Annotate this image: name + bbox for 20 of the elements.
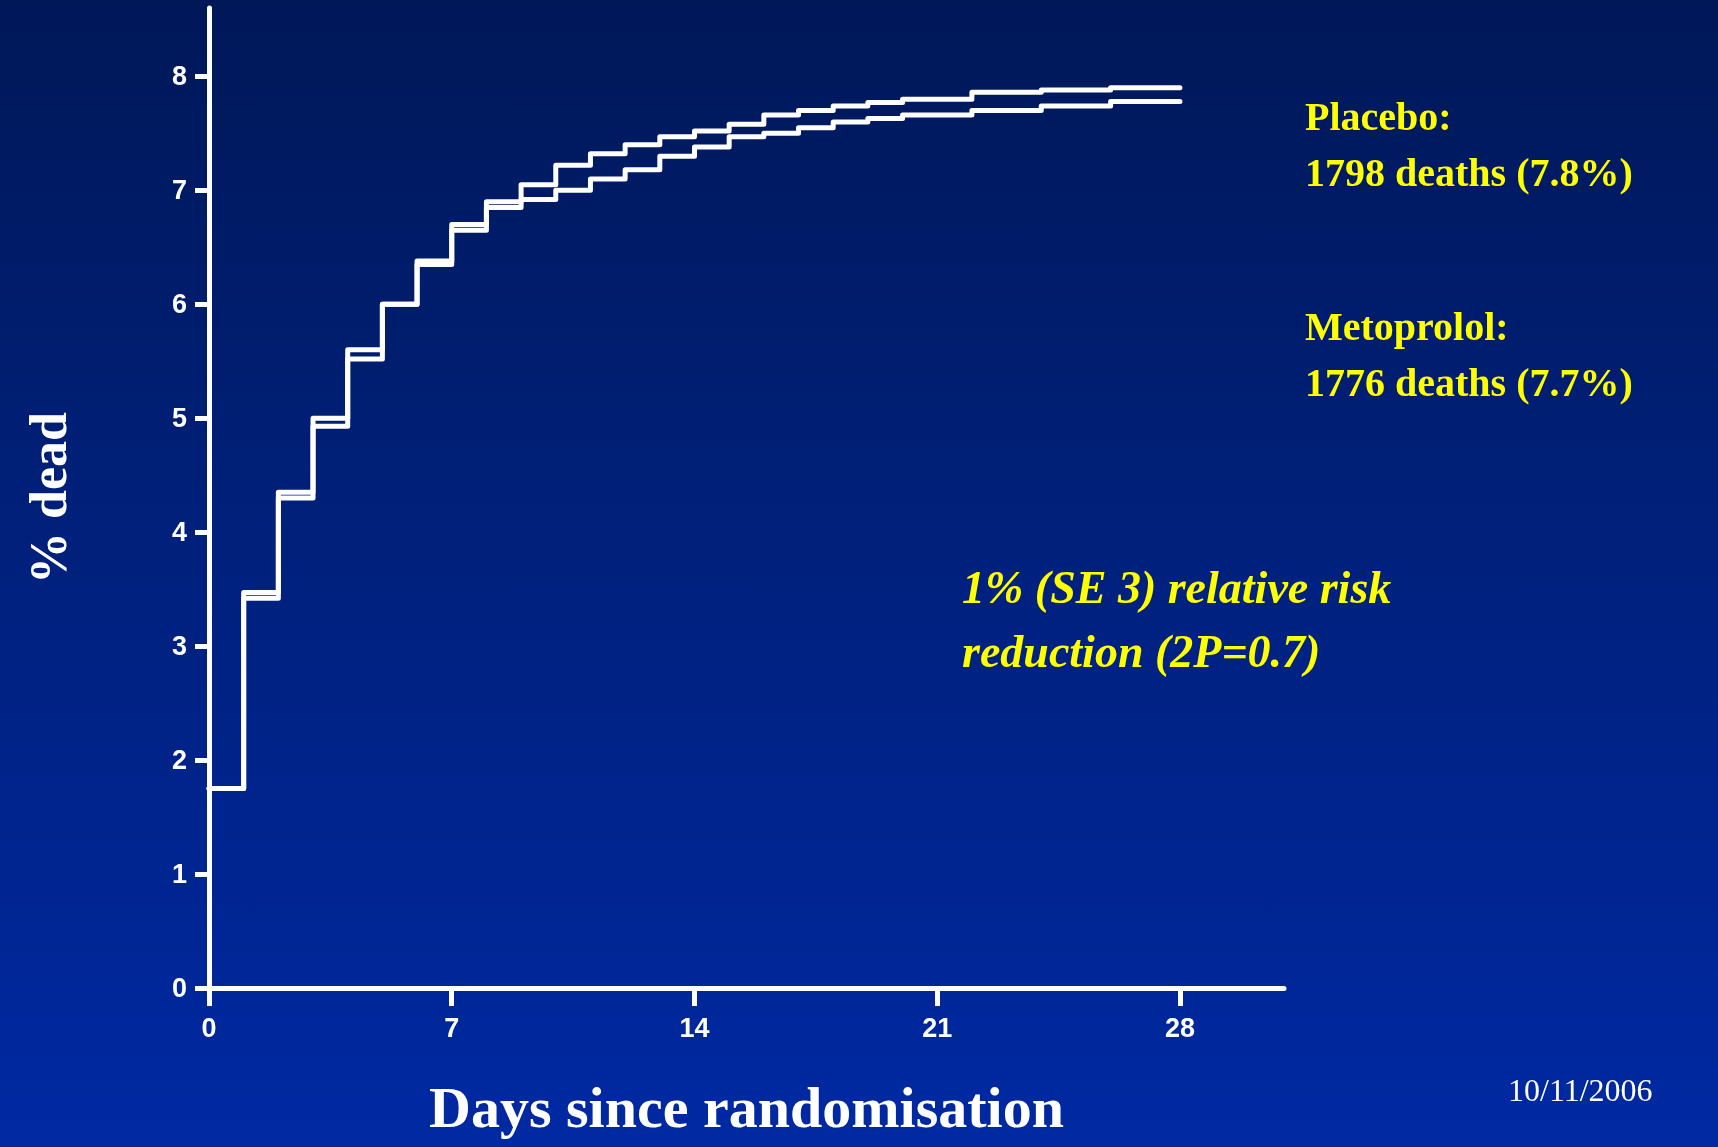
text: 10/11/2006 <box>1508 1072 1653 1108</box>
x-axis-title: Days since randomisation <box>429 1074 1064 1140</box>
text: Metoprolol: 1776 deaths (7.7%) <box>1305 303 1633 405</box>
y-tick-label: 2 <box>171 745 187 776</box>
y-axis-title: % dead <box>19 411 77 584</box>
x-tick-label: 0 <box>201 1012 217 1043</box>
x-tick-label: 14 <box>679 1012 710 1043</box>
x-tick-label: 21 <box>922 1012 953 1043</box>
y-tick-label: 4 <box>171 517 187 548</box>
y-tick-label: 6 <box>171 289 187 320</box>
y-tick-label: 0 <box>171 973 187 1003</box>
y-tick-label: 1 <box>171 859 187 890</box>
annotation: 1% (SE 3) relative risk reduction (2P=0.7) <box>962 561 1392 677</box>
y-tick-label: 7 <box>171 175 187 206</box>
x-tick-label: 7 <box>444 1012 460 1043</box>
y-tick-label: 5 <box>171 403 187 434</box>
x-tick-label: 28 <box>1164 1012 1195 1043</box>
y-tick-label: 8 <box>171 61 187 92</box>
text: Placebo: 1798 deaths (7.8%) <box>1305 93 1633 195</box>
y-tick-label: 3 <box>171 631 187 662</box>
